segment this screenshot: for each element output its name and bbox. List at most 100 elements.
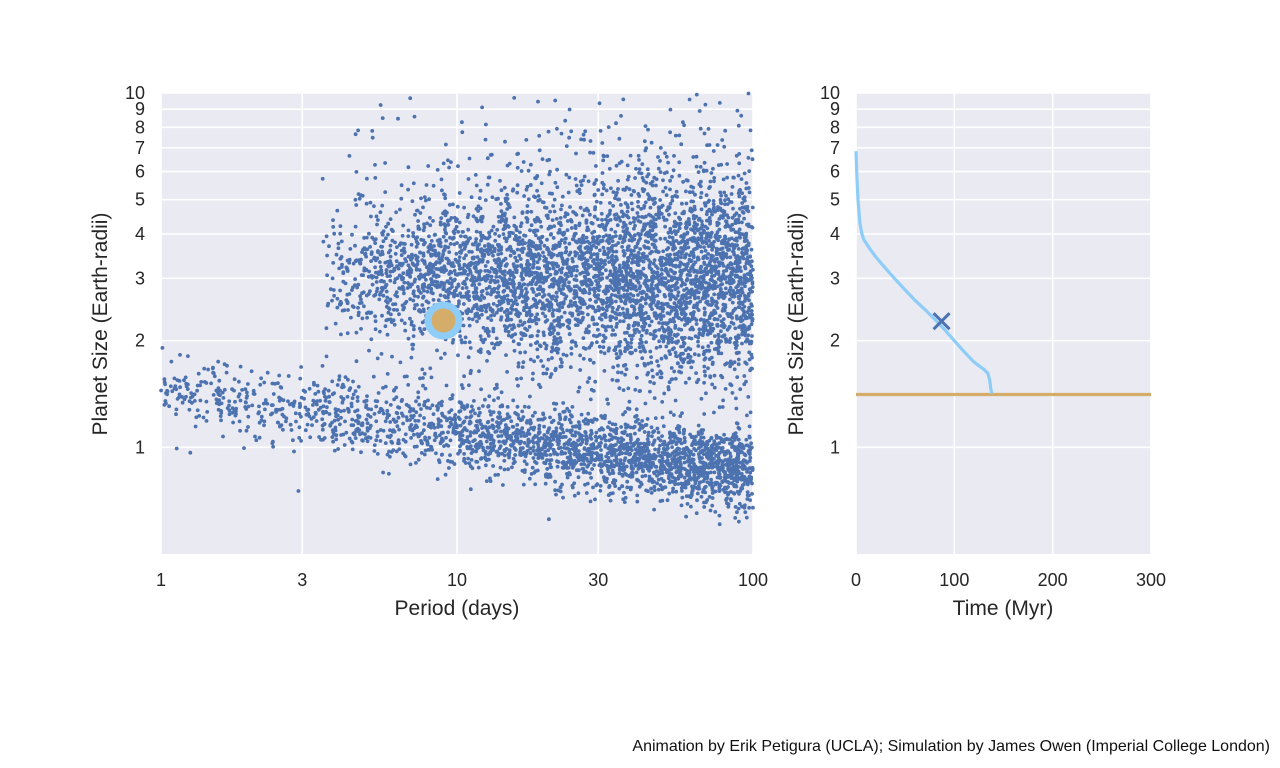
scatter-point (589, 437, 594, 441)
scatter-point (503, 423, 508, 427)
scatter-point (394, 410, 399, 415)
scatter-point (429, 445, 434, 449)
scatter-point (696, 423, 701, 428)
scatter-point (528, 228, 532, 233)
scatter-point (637, 458, 641, 462)
scatter-point (225, 406, 230, 410)
scatter-point (331, 430, 336, 435)
scatter-point (265, 370, 270, 375)
scatter-point (299, 365, 303, 369)
scatter-point (362, 304, 366, 309)
scatter-point (372, 204, 376, 209)
scatter-point (537, 451, 541, 456)
scatter-point (567, 450, 572, 454)
scatter-point (578, 305, 583, 310)
scatter-point (541, 411, 545, 416)
scatter-point (251, 388, 256, 393)
scatter-point (738, 443, 742, 448)
scatter-point (736, 506, 741, 511)
scatter-point (457, 267, 462, 271)
scatter-point (617, 386, 622, 391)
scatter-point (744, 459, 748, 464)
scatter-point (391, 428, 396, 433)
scatter-point (473, 173, 478, 177)
scatter-point (515, 404, 520, 409)
scatter-point (459, 234, 463, 239)
scatter-point (660, 434, 664, 438)
scatter-point (537, 133, 542, 138)
scatter-point (515, 423, 520, 427)
scatter-point (641, 456, 646, 461)
scatter-point (672, 301, 677, 306)
scatter-point (724, 268, 729, 273)
scatter-point (370, 282, 375, 287)
scatter-point (603, 413, 607, 418)
scatter-point (675, 257, 680, 262)
scatter-point (537, 439, 542, 443)
scatter-point (461, 404, 466, 409)
scatter-point (528, 313, 533, 318)
scatter-point (652, 258, 657, 263)
scatter-point (564, 144, 569, 149)
scatter-point (555, 464, 560, 469)
scatter-point (418, 413, 422, 418)
scatter-point (346, 410, 351, 414)
scatter-point (683, 380, 688, 385)
scatter-point (528, 334, 533, 339)
scatter-point (624, 464, 629, 469)
scatter-point (591, 485, 595, 490)
scatter-point (540, 294, 545, 299)
scatter-point (536, 194, 541, 198)
scatter-point (584, 235, 589, 240)
scatter-point (606, 255, 610, 260)
scatter-point (668, 178, 672, 183)
scatter-point (591, 360, 596, 365)
scatter-point (521, 452, 526, 456)
scatter-point (678, 460, 682, 465)
scatter-point (524, 462, 529, 466)
scatter-point (667, 491, 672, 496)
scatter-point (634, 470, 639, 475)
scatter-point (431, 412, 436, 416)
scatter-point (431, 183, 436, 188)
scatter-point (549, 420, 554, 425)
scatter-point (482, 244, 487, 248)
scatter-point (701, 256, 706, 261)
scatter-point (456, 230, 461, 234)
scatter-point (426, 164, 431, 168)
scatter-point (388, 403, 393, 407)
scatter-point (557, 434, 561, 439)
scatter-point (458, 423, 463, 428)
scatter-point (614, 454, 618, 459)
scatter-point (512, 348, 517, 353)
scatter-point (383, 324, 388, 329)
scatter-point (256, 411, 261, 416)
scatter-point (159, 388, 164, 393)
scatter-point (489, 448, 494, 453)
scatter-point (623, 451, 628, 456)
scatter-point (206, 367, 211, 372)
scatter-point (598, 129, 603, 133)
scatter-point (693, 434, 698, 439)
scatter-point (629, 337, 634, 342)
scatter-point (582, 446, 587, 450)
scatter-point (609, 227, 614, 232)
scatter-point (542, 424, 546, 429)
scatter-point (227, 412, 232, 417)
scatter-point (408, 427, 413, 432)
scatter-point (373, 176, 378, 180)
scatter-point (674, 189, 679, 194)
scatter-point (541, 364, 546, 369)
scatter-point (554, 426, 559, 431)
scatter-point (444, 383, 449, 388)
scatter-point (588, 358, 593, 362)
scatter-point (160, 346, 165, 350)
scatter-point (216, 392, 221, 397)
scatter-point (699, 249, 704, 254)
scatter-point (169, 359, 174, 364)
scatter-point (717, 468, 721, 472)
scatter-point (636, 238, 641, 243)
scatter-point (409, 242, 414, 247)
scatter-point (646, 489, 650, 494)
